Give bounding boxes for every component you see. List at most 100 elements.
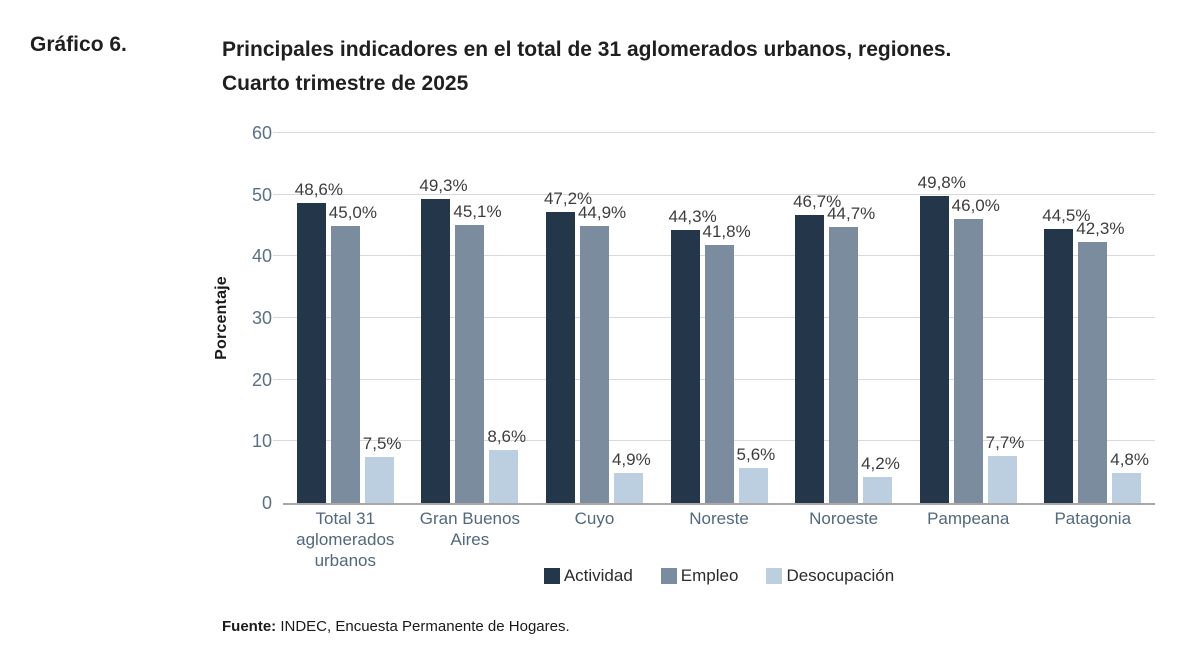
legend-label-empleo: Empleo xyxy=(680,566,739,585)
y-tick-label-0: 0 xyxy=(261,493,272,513)
bar-value-label: 46,7% xyxy=(793,192,842,212)
x-axis-label-cuyo: Cuyo xyxy=(574,509,615,528)
y-tick-label-20: 20 xyxy=(251,369,272,390)
source-note: Fuente: INDEC, Encuesta Permanente de Ho… xyxy=(222,618,570,635)
y-tick-label-10: 10 xyxy=(251,431,272,452)
legend-item-actividad: Actividad xyxy=(543,566,633,586)
bar-wrap-empleo-cuyo: 44,9% xyxy=(578,133,626,503)
bar-actividad-cuyo xyxy=(545,211,575,503)
bar-value-label: 4,2% xyxy=(861,454,900,474)
legend: Actividad Empleo Desocupación xyxy=(283,566,1155,586)
bar-wrap-empleo-noroeste: 44,7% xyxy=(827,133,875,503)
x-axis-label-noroeste: Noroeste xyxy=(809,509,879,528)
bar-empleo-patagonia xyxy=(1078,242,1108,503)
x-axis-label-gran-buenos-aires: Gran Buenos Aires xyxy=(419,509,520,549)
bar-actividad-pampeana xyxy=(919,195,949,503)
bar-desocupacion-noreste xyxy=(738,468,768,503)
legend-item-desocupacion: Desocupación xyxy=(766,566,894,586)
bar-value-label: 45,1% xyxy=(453,201,502,221)
bar-wrap-actividad-gran-buenos-aires: 49,3% xyxy=(419,133,468,503)
bar-wrap-desocupacion-total-31-aglomerados-urbanos: 7,5% xyxy=(363,133,402,503)
source-text: INDEC, Encuesta Permanente de Hogares. xyxy=(276,618,570,635)
bar-group-patagonia: 44,5% 42,3% 4,8% xyxy=(1030,133,1155,503)
bar-desocupacion-total-31-aglomerados-urbanos xyxy=(364,456,394,503)
bar-actividad-patagonia xyxy=(1044,228,1074,503)
bar-group-pampeana: 49,8% 46,0% 7,7% xyxy=(906,133,1031,503)
bar-wrap-actividad-cuyo: 47,2% xyxy=(544,133,592,503)
x-axis-label-patagonia: Patagonia xyxy=(1054,509,1132,528)
bar-empleo-noreste xyxy=(704,245,734,503)
gridline-60 xyxy=(273,132,1155,133)
legend-label-actividad: Actividad xyxy=(563,566,633,585)
x-axis-label-total-31-aglomerados-urbanos: Total 31 aglomerados urbanos xyxy=(296,509,395,570)
bar-wrap-desocupacion-noroeste: 4,2% xyxy=(861,133,900,503)
bar-empleo-total-31-aglomerados-urbanos xyxy=(330,225,360,503)
source-label: Fuente: xyxy=(222,618,277,635)
bar-empleo-pampeana xyxy=(953,219,983,503)
bar-empleo-gran-buenos-aires xyxy=(455,224,485,503)
bar-wrap-actividad-noreste: 44,3% xyxy=(669,133,717,503)
bar-value-label: 44,9% xyxy=(577,203,627,223)
bar-actividad-noreste xyxy=(670,229,700,503)
x-axis-labels: Total 31 aglomerados urbanos Gran Buenos … xyxy=(283,508,1155,571)
figure-label: Gráfico 6. xyxy=(30,33,127,56)
bar-value-label: 8,6% xyxy=(487,426,527,446)
bar-value-label: 44,3% xyxy=(668,206,717,226)
bar-value-label: 48,6% xyxy=(294,180,343,200)
bar-group-noreste: 44,3% 41,8% 5,6% xyxy=(657,133,782,503)
bar-value-label: 4,9% xyxy=(611,449,651,469)
bar-wrap-desocupacion-patagonia: 4,8% xyxy=(1110,133,1149,503)
bar-empleo-cuyo xyxy=(579,226,609,503)
legend-item-empleo: Empleo xyxy=(660,566,739,586)
bar-value-label: 46,0% xyxy=(951,196,1000,216)
bar-value-label: 49,8% xyxy=(917,172,966,192)
bar-wrap-desocupacion-gran-buenos-aires: 8,6% xyxy=(487,133,526,503)
x-axis-label-pampeana: Pampeana xyxy=(927,509,1010,528)
bar-wrap-empleo-pampeana: 46,0% xyxy=(952,133,1000,503)
bar-wrap-empleo-gran-buenos-aires: 45,1% xyxy=(453,133,502,503)
bar-value-label: 44,5% xyxy=(1042,205,1091,225)
bar-wrap-actividad-total-31-aglomerados-urbanos: 48,6% xyxy=(295,133,343,503)
bar-wrap-desocupacion-cuyo: 4,9% xyxy=(612,133,651,503)
plot-area: 48,6% 45,0% 7,5% 49,3% 45,1% 8,6% 47,2% 44,9% 4,… xyxy=(273,132,1155,505)
bar-value-label: 45,0% xyxy=(328,202,377,222)
y-tick-label-60: 60 xyxy=(251,123,272,143)
bar-wrap-empleo-noreste: 41,8% xyxy=(703,133,751,503)
legend-label-desocupacion: Desocupación xyxy=(786,566,895,585)
bar-group-cuyo: 47,2% 44,9% 4,9% xyxy=(532,133,657,503)
bar-value-label: 49,3% xyxy=(419,175,468,195)
bar-value-label: 4,8% xyxy=(1110,450,1149,470)
bar-wrap-desocupacion-noreste: 5,6% xyxy=(737,133,775,503)
bar-wrap-empleo-total-31-aglomerados-urbanos: 45,0% xyxy=(329,133,377,503)
gridline-50 xyxy=(273,193,1155,195)
legend-swatch-desocupacion xyxy=(766,568,783,584)
bar-value-label: 7,7% xyxy=(985,432,1025,452)
y-tick-label-50: 50 xyxy=(251,184,272,205)
x-axis-label-noreste: Noreste xyxy=(689,509,749,528)
y-tick-label-30: 30 xyxy=(251,308,272,328)
bar-desocupacion-noroeste xyxy=(863,477,893,503)
chart-title-line2: Cuarto trimestre de 2025 xyxy=(222,72,469,95)
bar-wrap-actividad-pampeana: 49,8% xyxy=(918,133,966,503)
bar-empleo-noroeste xyxy=(829,227,859,503)
bar-value-label: 44,7% xyxy=(827,204,876,224)
bar-group-gran-buenos-aires: 49,3% 45,1% 8,6% xyxy=(408,133,533,503)
bar-actividad-gran-buenos-aires xyxy=(421,198,451,503)
bar-groups: 48,6% 45,0% 7,5% 49,3% 45,1% 8,6% 47,2% 44,9% 4,… xyxy=(283,133,1155,503)
legend-swatch-actividad xyxy=(543,568,560,584)
bar-value-label: 47,2% xyxy=(543,188,593,208)
bar-value-label: 7,5% xyxy=(362,433,402,453)
bar-actividad-noroeste xyxy=(795,215,825,503)
bar-desocupacion-gran-buenos-aires xyxy=(489,449,519,503)
bar-group-total-31-aglomerados-urbanos: 48,6% 45,0% 7,5% xyxy=(283,133,408,503)
chart-title: Principales indicadores en el total de 3… xyxy=(222,33,1182,101)
bar-desocupacion-cuyo xyxy=(613,472,643,503)
legend-swatch-empleo xyxy=(660,568,677,584)
bar-wrap-actividad-patagonia: 44,5% xyxy=(1042,133,1090,503)
chart-title-line1: Principales indicadores en el total de 3… xyxy=(222,38,952,61)
bar-value-label: 41,8% xyxy=(702,222,751,242)
bar-desocupacion-pampeana xyxy=(987,455,1017,503)
bar-wrap-actividad-noroeste: 46,7% xyxy=(793,133,841,503)
bar-wrap-empleo-patagonia: 42,3% xyxy=(1076,133,1124,503)
